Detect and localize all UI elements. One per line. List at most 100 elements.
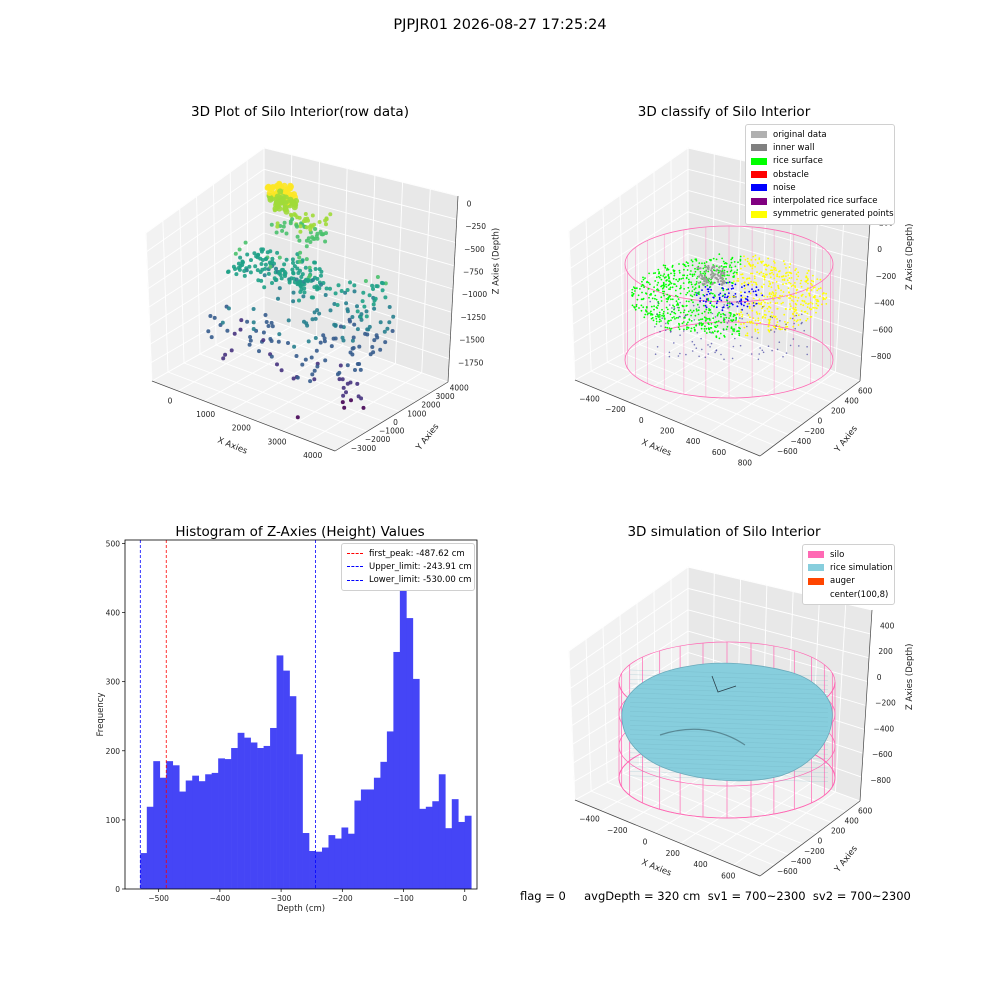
- x-tick-label: −400: [579, 395, 600, 404]
- grid-line: [623, 353, 804, 425]
- class-point: [807, 282, 809, 285]
- data-point: [267, 195, 274, 202]
- class-point: [751, 267, 754, 270]
- data-point: [341, 393, 346, 398]
- class-point: [658, 316, 661, 318]
- data-point: [286, 199, 291, 204]
- class-point: [776, 321, 779, 323]
- class-point: [701, 318, 704, 320]
- grid-line: [215, 344, 400, 412]
- data-point: [364, 314, 369, 319]
- data-point: [370, 345, 375, 349]
- legend-label: rice simulation: [830, 562, 893, 573]
- class-point: [674, 289, 677, 292]
- data-point: [274, 230, 279, 235]
- class-point: [697, 313, 700, 316]
- data-point: [266, 271, 271, 276]
- class-point: [674, 318, 676, 320]
- status-footer: flag = 0 avgDepth = 320 cm sv1 = 700~230…: [520, 889, 911, 903]
- data-point: [259, 278, 264, 283]
- class-point: [703, 295, 706, 297]
- data-point: [336, 283, 341, 288]
- data-point: [292, 344, 297, 349]
- data-point: [361, 290, 366, 295]
- panel2-title: 3D classify of Silo Interior: [637, 104, 811, 120]
- class-point: [783, 263, 786, 265]
- class-point: [652, 290, 655, 293]
- legend-swatch: [808, 577, 824, 585]
- class-point: [785, 267, 787, 269]
- data-point: [378, 347, 383, 352]
- data-point: [350, 315, 355, 319]
- class-point: [784, 326, 787, 328]
- z-tick-label: 0: [467, 199, 472, 208]
- data-point: [302, 319, 306, 324]
- data-point: [370, 283, 375, 288]
- data-point: [287, 278, 292, 283]
- class-point: [696, 303, 699, 306]
- x-tick-label: 1000: [196, 410, 215, 419]
- class-point: [751, 284, 754, 286]
- z-tick-label: −800: [871, 352, 892, 361]
- class-point: [791, 299, 793, 302]
- grid-line: [590, 370, 775, 446]
- class-point: [652, 319, 655, 322]
- x-tick-label: −200: [605, 405, 626, 414]
- legend-item-center: center(100,8): [808, 588, 889, 601]
- class-point: [641, 283, 644, 286]
- x-axis-label: X Axies: [640, 858, 673, 879]
- data-point: [300, 362, 305, 367]
- class-point: [789, 317, 792, 320]
- class-point: [720, 299, 723, 302]
- grid-line: [179, 208, 185, 364]
- grid-line: [282, 363, 396, 432]
- grid-line: [204, 335, 317, 402]
- class-point: [778, 327, 780, 330]
- class-point: [775, 292, 777, 294]
- x-axis-line: [574, 379, 761, 457]
- class-point: [731, 256, 734, 259]
- data-point: [226, 306, 231, 311]
- class-point: [733, 261, 736, 263]
- class-point: [773, 262, 776, 264]
- legend-label: silo: [830, 549, 845, 560]
- class-point: [704, 325, 706, 328]
- data-point: [340, 400, 345, 405]
- class-point: [816, 289, 819, 292]
- class-point: [690, 314, 692, 317]
- data-point: [269, 222, 274, 227]
- class-point: [740, 323, 742, 325]
- data-point: [306, 218, 310, 223]
- data-point: [383, 295, 388, 300]
- data-point: [363, 279, 368, 283]
- class-point: [750, 280, 753, 283]
- data-point: [315, 236, 320, 241]
- class-point: [715, 302, 718, 305]
- class-point: [726, 325, 729, 328]
- class-point: [797, 271, 800, 274]
- z-tick-label: −750: [463, 268, 484, 277]
- class-point: [682, 263, 685, 266]
- data-point: [283, 271, 288, 276]
- data-point: [380, 281, 385, 286]
- data-point: [269, 320, 274, 325]
- class-point: [771, 269, 774, 272]
- class-point: [687, 286, 690, 289]
- class-point: [767, 325, 770, 328]
- simulation-legend: silo rice simulation auger center(100,8): [802, 544, 895, 606]
- data-point: [255, 268, 260, 273]
- data-point: [258, 270, 263, 274]
- class-point: [743, 284, 746, 287]
- data-point: [242, 273, 247, 278]
- grid-line: [342, 168, 348, 346]
- data-point: [261, 338, 266, 343]
- data-point: [387, 320, 392, 325]
- data-point: [245, 319, 250, 324]
- class-point: [748, 305, 751, 308]
- data-point: [274, 193, 281, 200]
- data-point: [279, 276, 284, 281]
- class-point: [730, 258, 733, 261]
- tick-labels: −400−2000200400600800−600−400−2000200400…: [579, 218, 915, 467]
- class-point: [746, 260, 749, 263]
